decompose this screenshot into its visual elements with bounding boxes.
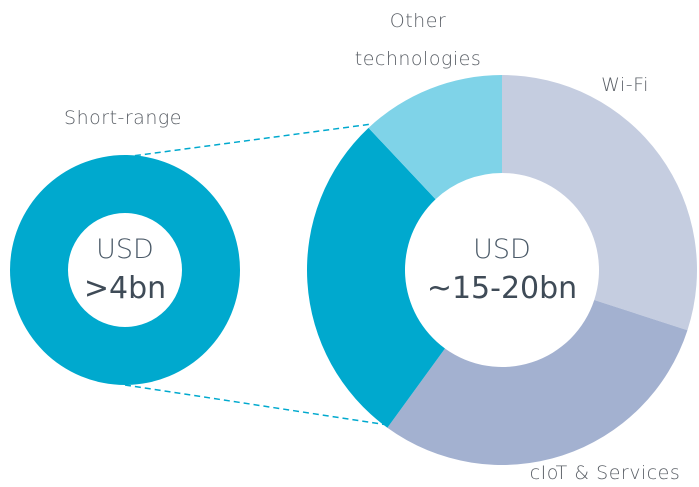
- center-label: USD: [96, 234, 154, 265]
- donut-segment: [307, 127, 445, 428]
- center-value: ~15-20bn: [427, 271, 577, 306]
- donut-segment: [387, 299, 688, 465]
- connector: [124, 123, 373, 158]
- connector: [124, 384, 389, 426]
- donut-segment: [10, 155, 240, 385]
- segment-label: Other technologies: [354, 10, 482, 70]
- donut-segment: [502, 75, 697, 331]
- segment-label: cIoT & Services: [529, 462, 681, 484]
- segment-label: Short-range: [64, 107, 182, 129]
- center-value: >4bn: [84, 271, 166, 306]
- segment-label: Wi-Fi: [601, 74, 649, 96]
- center-label: USD: [473, 234, 531, 265]
- donut-segment: [368, 75, 502, 200]
